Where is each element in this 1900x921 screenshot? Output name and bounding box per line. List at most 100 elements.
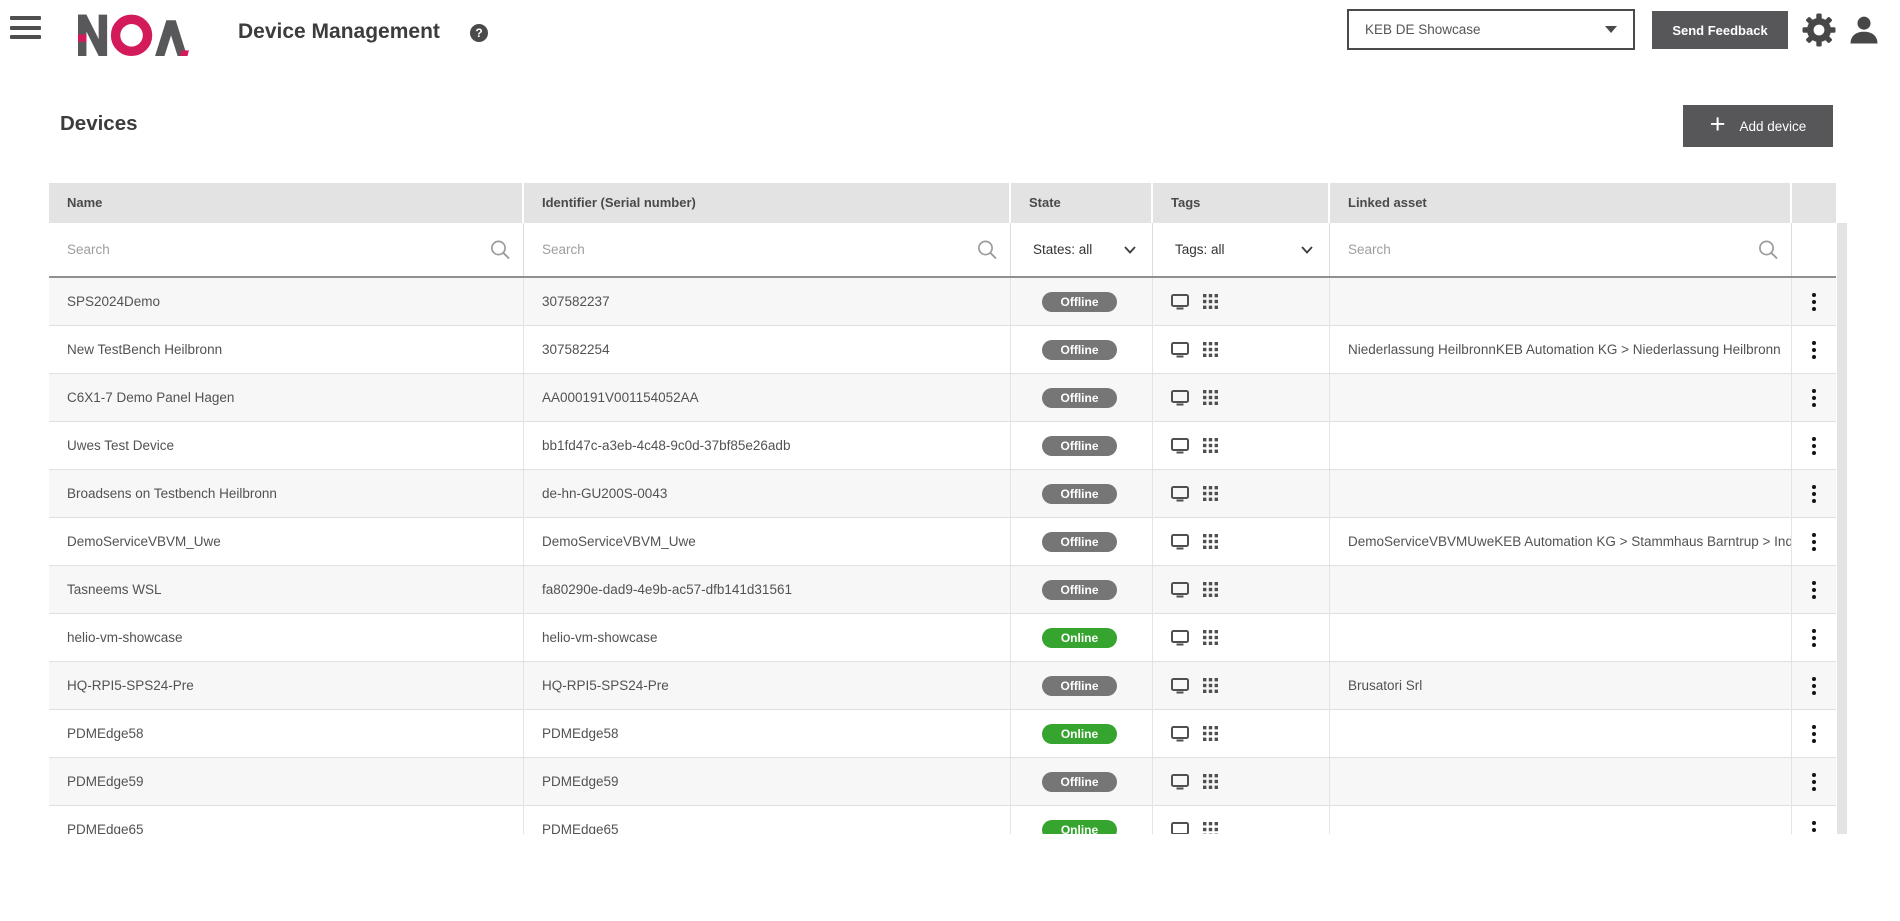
cell-actions (1792, 422, 1836, 469)
grid-icon[interactable] (1203, 534, 1218, 549)
actions-filter-cell (1792, 223, 1836, 276)
send-feedback-button[interactable]: Send Feedback (1652, 11, 1788, 49)
cell-state: Online (1011, 710, 1153, 757)
monitor-icon[interactable] (1171, 581, 1189, 598)
tenant-select[interactable]: KEB DE Showcase (1347, 9, 1635, 50)
column-header-identifier[interactable]: Identifier (Serial number) (524, 183, 1011, 223)
tags-filter-cell: Tags: all (1153, 223, 1330, 276)
grid-icon[interactable] (1203, 630, 1218, 645)
table-row[interactable]: C6X1-7 Demo Panel Hagen AA000191V0011540… (49, 374, 1836, 422)
grid-icon[interactable] (1203, 390, 1218, 405)
row-menu-icon[interactable] (1808, 289, 1820, 315)
state-badge: Online (1042, 627, 1117, 648)
row-menu-icon[interactable] (1808, 817, 1820, 835)
monitor-icon[interactable] (1171, 629, 1189, 646)
vertical-scrollbar[interactable] (1837, 223, 1847, 834)
grid-icon[interactable] (1203, 438, 1218, 453)
cell-identifier: fa80290e-dad9-4e9b-ac57-dfb141d31561 (524, 566, 1011, 613)
cell-linked-asset: Niederlassung HeilbronnKEB Automation KG… (1330, 326, 1792, 373)
states-filter-select[interactable]: States: all (1011, 223, 1152, 276)
table-row[interactable]: PDMEdge58 PDMEdge58 Online (49, 710, 1836, 758)
state-badge: Offline (1042, 675, 1117, 696)
cell-state: Offline (1011, 518, 1153, 565)
monitor-icon[interactable] (1171, 341, 1189, 358)
column-header-linked-asset[interactable]: Linked asset (1330, 183, 1792, 223)
table-row[interactable]: Broadsens on Testbench Heilbronn de-hn-G… (49, 470, 1836, 518)
state-filter-cell: States: all (1011, 223, 1153, 276)
cell-state: Online (1011, 806, 1153, 834)
linked-asset-search-input[interactable] (1330, 223, 1791, 276)
monitor-icon[interactable] (1171, 437, 1189, 454)
row-menu-icon[interactable] (1808, 769, 1820, 795)
grid-icon[interactable] (1203, 582, 1218, 597)
cell-device-name: PDMEdge58 (49, 710, 524, 757)
cell-linked-asset (1330, 806, 1792, 834)
grid-icon[interactable] (1203, 774, 1218, 789)
table-row[interactable]: Tasneems WSL fa80290e-dad9-4e9b-ac57-dfb… (49, 566, 1836, 614)
grid-icon[interactable] (1203, 726, 1218, 741)
cell-tags (1153, 710, 1330, 757)
user-account-button[interactable] (1846, 13, 1882, 49)
grid-icon[interactable] (1203, 294, 1218, 309)
row-menu-icon[interactable] (1808, 673, 1820, 699)
row-menu-icon[interactable] (1808, 625, 1820, 651)
cell-state: Offline (1011, 374, 1153, 421)
monitor-icon[interactable] (1171, 677, 1189, 694)
monitor-icon[interactable] (1171, 533, 1189, 550)
grid-icon[interactable] (1203, 822, 1218, 834)
chevron-down-icon (1124, 245, 1136, 254)
name-search-input[interactable] (49, 223, 523, 276)
column-header-name[interactable]: Name (49, 183, 524, 223)
cell-tags (1153, 278, 1330, 325)
row-menu-icon[interactable] (1808, 529, 1820, 555)
grid-icon[interactable] (1203, 678, 1218, 693)
monitor-icon[interactable] (1171, 389, 1189, 406)
settings-button[interactable] (1800, 12, 1838, 50)
column-header-tags[interactable]: Tags (1153, 183, 1330, 223)
table-row[interactable]: PDMEdge59 PDMEdge59 Offline (49, 758, 1836, 806)
row-menu-icon[interactable] (1808, 433, 1820, 459)
column-header-state[interactable]: State (1011, 183, 1153, 223)
section-title: Devices (60, 112, 138, 135)
cell-actions (1792, 470, 1836, 517)
chevron-down-icon (1301, 245, 1313, 254)
help-icon[interactable]: ? (470, 24, 488, 42)
row-menu-icon[interactable] (1808, 481, 1820, 507)
chevron-down-icon (1605, 26, 1617, 33)
name-filter-cell (49, 223, 524, 276)
table-row[interactable]: Uwes Test Device bb1fd47c-a3eb-4c48-9c0d… (49, 422, 1836, 470)
identifier-search-input[interactable] (524, 223, 1010, 276)
cell-device-name: PDMEdge59 (49, 758, 524, 805)
cell-tags (1153, 566, 1330, 613)
devices-table: Name Identifier (Serial number) State Ta… (49, 183, 1836, 834)
cell-state: Offline (1011, 422, 1153, 469)
row-menu-icon[interactable] (1808, 577, 1820, 603)
add-device-button[interactable]: + Add device (1683, 105, 1833, 147)
cell-actions (1792, 662, 1836, 709)
tags-filter-select[interactable]: Tags: all (1153, 223, 1329, 276)
row-menu-icon[interactable] (1808, 337, 1820, 363)
cell-identifier: bb1fd47c-a3eb-4c48-9c0d-37bf85e26adb (524, 422, 1011, 469)
table-row[interactable]: DemoServiceVBVM_Uwe DemoServiceVBVM_Uwe … (49, 518, 1836, 566)
monitor-icon[interactable] (1171, 293, 1189, 310)
row-menu-icon[interactable] (1808, 721, 1820, 747)
menu-icon[interactable] (10, 16, 41, 39)
table-row[interactable]: HQ-RPI5-SPS24-Pre HQ-RPI5-SPS24-Pre Offl… (49, 662, 1836, 710)
filter-row: States: all Tags: all (49, 223, 1836, 278)
search-icon (1759, 240, 1778, 259)
cell-state: Offline (1011, 662, 1153, 709)
row-menu-icon[interactable] (1808, 385, 1820, 411)
monitor-icon[interactable] (1171, 725, 1189, 742)
table-row[interactable]: PDMEdge65 PDMEdge65 Online (49, 806, 1836, 834)
table-row[interactable]: helio-vm-showcase helio-vm-showcase Onli… (49, 614, 1836, 662)
grid-icon[interactable] (1203, 342, 1218, 357)
cell-linked-asset (1330, 614, 1792, 661)
table-row[interactable]: New TestBench Heilbronn 307582254 Offlin… (49, 326, 1836, 374)
cell-tags (1153, 326, 1330, 373)
table-row[interactable]: SPS2024Demo 307582237 Offline (49, 278, 1836, 326)
monitor-icon[interactable] (1171, 485, 1189, 502)
page-title: Device Management (238, 20, 440, 43)
monitor-icon[interactable] (1171, 773, 1189, 790)
grid-icon[interactable] (1203, 486, 1218, 501)
monitor-icon[interactable] (1171, 821, 1189, 835)
